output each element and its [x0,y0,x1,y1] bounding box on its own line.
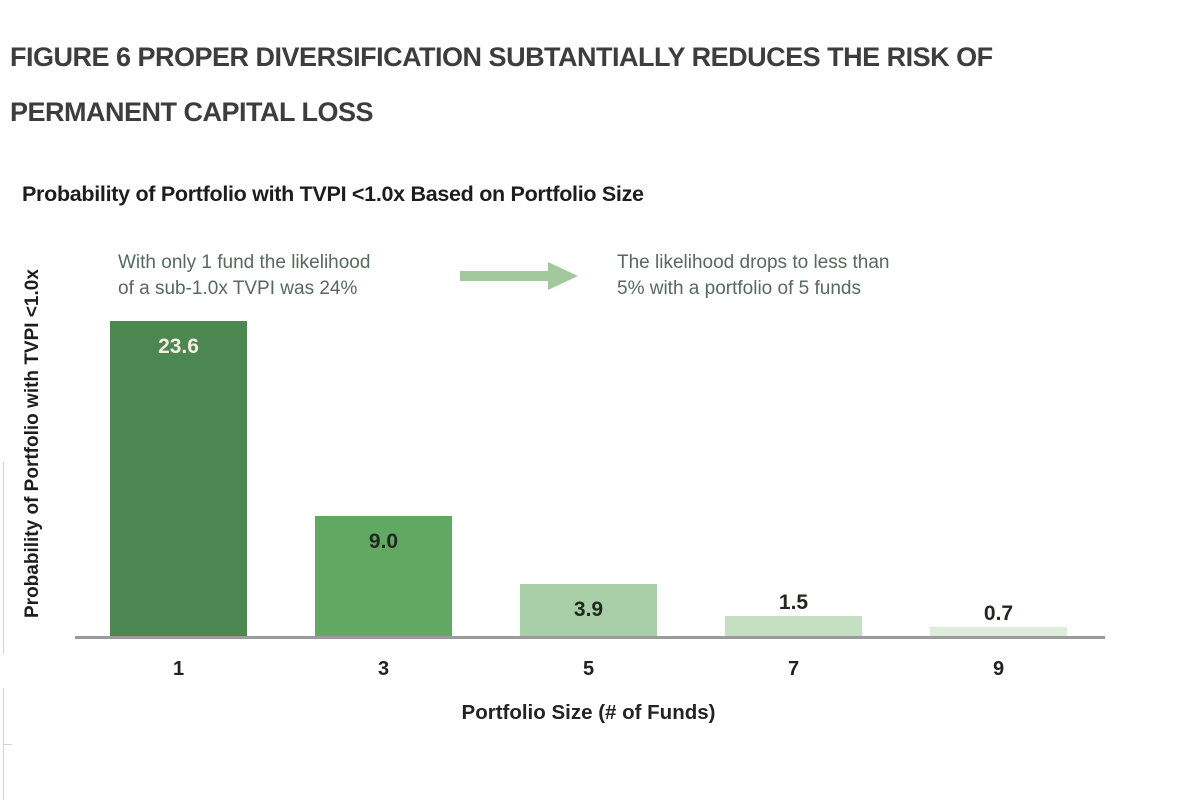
page-edge-tick [3,744,12,745]
bar-slot-5: 3.9 [520,584,657,636]
annotation-left: With only 1 fund the likelihood of a sub… [118,250,448,302]
bar-value-label: 3.9 [573,598,604,621]
bar-5: 3.9 [520,584,657,636]
x-tick-1: 1 [172,658,185,680]
x-axis-ticks: 1 3 5 7 9 [75,658,1105,681]
figure-heading-line1: FIGURE 6 PROPER DIVERSIFICATION SUBTANTI… [10,42,993,72]
x-tick-5: 5 [582,658,595,680]
bar-3: 9.0 [315,516,452,636]
page-edge-line [3,462,4,654]
bar-value-label: 9.0 [368,530,399,553]
figure-heading: FIGURE 6 PROPER DIVERSIFICATION SUBTANTI… [10,30,993,140]
bar-slot-1: 23.6 [110,321,247,636]
y-axis-label: Probability of Portfolio with TVPI <1.0x [22,269,43,619]
x-tick-9: 9 [992,658,1005,680]
chart-title: Probability of Portfolio with TVPI <1.0x… [22,182,644,206]
bar-slot-9: 0.7 [930,601,1067,636]
x-tick-7: 7 [787,658,800,680]
bar-value-label: 23.6 [158,335,199,358]
annotation-right: The likelihood drops to less than 5% wit… [617,250,977,302]
bar-value-label: 1.5 [778,591,809,614]
bar-1: 23.6 [110,321,247,636]
bar-slot-3: 9.0 [315,516,452,636]
annotation-left-line2: of a sub-1.0x TVPI was 24% [118,278,358,299]
figure-heading-line2: PERMANENT CAPITAL LOSS [10,97,374,127]
bar-9 [930,627,1067,636]
bar-chart-plot-area: 23.6 9.0 3.9 1.5 0.7 [75,320,1105,639]
x-tick-3: 3 [377,658,390,680]
annotation-right-line2: 5% with a portfolio of 5 funds [617,278,861,299]
right-arrow-icon [458,258,582,294]
bar-slot-7: 1.5 [725,590,862,636]
annotation-right-line1: The likelihood drops to less than [617,252,890,273]
bar-7 [725,616,862,636]
annotation-left-line1: With only 1 fund the likelihood [118,252,371,273]
bar-value-label: 0.7 [983,602,1014,625]
x-axis-label: Portfolio Size (# of Funds) [461,701,716,724]
